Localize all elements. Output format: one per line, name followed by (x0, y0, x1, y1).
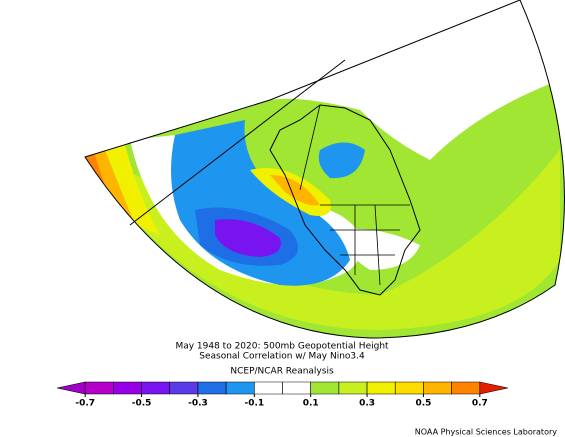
colorbar: -0.7 -0.5 -0.3 -0.1 0.1 0.3 0.5 0.7 (56, 381, 509, 409)
colorbar-swatch (225, 381, 255, 395)
colorbar-swatch (282, 381, 311, 395)
border (299, 104, 410, 286)
colorbar-swatch (338, 381, 368, 395)
map-region (215, 219, 281, 257)
colorbar-swatch (169, 381, 199, 395)
credit: NOAA Physical Sciences Laboratory (415, 428, 558, 437)
map-frame (84, 0, 565, 339)
colorbar-swatch (56, 381, 86, 395)
map (85, 0, 565, 338)
colorbar-tick-label: 0.1 (303, 399, 319, 409)
map-region (270, 0, 560, 160)
colorbar-swatch (113, 381, 142, 395)
colorbar-tick-label: -0.3 (188, 399, 208, 409)
colorbar-tick-label: 0.5 (415, 399, 431, 409)
colorbar-swatch (479, 381, 509, 395)
colorbar-swatch (310, 381, 340, 395)
colorbar-tick-label: 0.3 (359, 399, 375, 409)
colorbar-swatch (394, 381, 424, 395)
colorbar-swatch (197, 381, 227, 395)
colorbar-swatch (423, 381, 452, 395)
map-region (270, 175, 320, 206)
map-region (318, 142, 365, 179)
colorbar-swatch (366, 381, 396, 395)
colorbar-swatch (141, 381, 171, 395)
map-region (85, 150, 560, 330)
colorbar-swatch (254, 381, 283, 395)
meridian (129, 59, 346, 226)
title: May 1948 to 2020: 500mb Geopotential Hei… (175, 342, 389, 352)
coastline (269, 104, 421, 296)
subtitle: Seasonal Correlation w/ May Nino3.4 (199, 352, 365, 362)
colorbar-swatch (451, 381, 481, 395)
colorbar-tick-label: 0.7 (472, 399, 488, 409)
map-region (340, 229, 420, 270)
source: NCEP/NCAR Reanalysis (230, 367, 334, 377)
colorbar-tick-label: -0.7 (75, 399, 95, 409)
colorbar-swatch (84, 381, 114, 395)
colorbar-tick-label: -0.1 (244, 399, 264, 409)
colorbar-tick-label: -0.5 (132, 399, 152, 409)
